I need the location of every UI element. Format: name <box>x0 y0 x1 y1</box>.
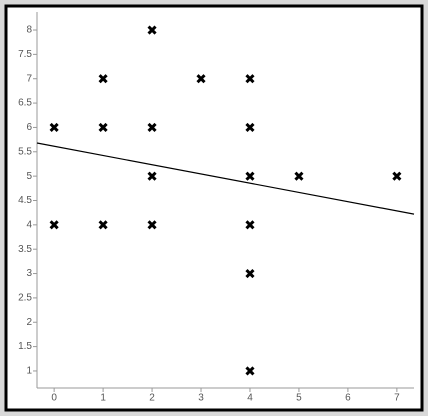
point <box>98 122 108 132</box>
y-tick-label: 4 <box>26 219 32 230</box>
y-tick-label: 1.5 <box>18 341 32 352</box>
x-tick-label: 3 <box>198 393 204 404</box>
x-tick-label: 7 <box>394 393 400 404</box>
point <box>245 366 255 376</box>
x-tick-label: 0 <box>51 393 57 404</box>
y-tick-label: 5 <box>26 171 32 182</box>
point <box>147 25 157 35</box>
frame <box>4 4 424 412</box>
trend-line <box>36 142 415 215</box>
y-tick-label: 7.5 <box>18 49 32 60</box>
x-tick-label: 6 <box>345 393 351 404</box>
point <box>49 220 59 230</box>
y-tick-label: 8 <box>26 25 32 36</box>
point <box>147 220 157 230</box>
point <box>392 171 402 181</box>
point <box>98 220 108 230</box>
point <box>196 74 206 84</box>
point <box>245 268 255 279</box>
y-tick-label: 4.5 <box>18 195 32 206</box>
y-tick-label: 5.5 <box>18 146 32 157</box>
point <box>147 122 157 132</box>
y-tick-label: 2.5 <box>18 293 32 304</box>
point <box>245 122 255 132</box>
point <box>245 74 255 84</box>
x-tick-label: 2 <box>149 393 155 404</box>
x-tick-label: 4 <box>247 393 253 404</box>
point <box>245 171 255 181</box>
y-tick-label: 7 <box>26 73 32 84</box>
y-tick-label: 6.5 <box>18 98 32 109</box>
point <box>294 171 304 181</box>
point <box>245 220 255 230</box>
x-tick-label: 5 <box>296 393 302 404</box>
y-tick-label: 3.5 <box>18 244 32 255</box>
point <box>147 171 157 181</box>
point <box>98 74 108 84</box>
point <box>49 122 59 132</box>
y-tick-label: 1 <box>26 366 32 377</box>
y-tick-label: 2 <box>26 317 32 328</box>
y-tick-label: 6 <box>26 122 32 133</box>
y-tick-label: 3 <box>26 268 32 279</box>
x-tick-label: 1 <box>100 393 106 404</box>
